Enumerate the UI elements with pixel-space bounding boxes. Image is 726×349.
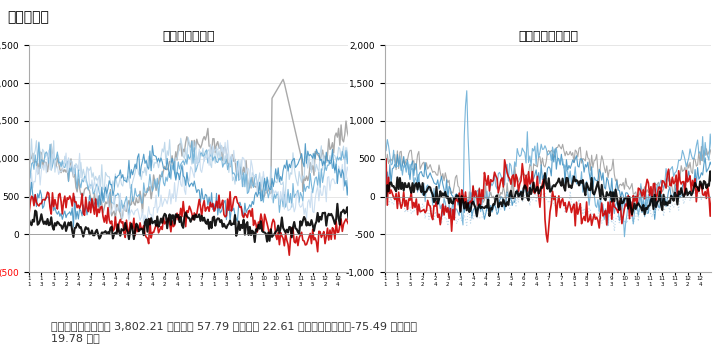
Title: 华东螺纹电炉利润: 华东螺纹电炉利润 <box>518 30 578 43</box>
Title: 螺纹钢高炉利润: 螺纹钢高炉利润 <box>163 30 215 43</box>
Text: 螺纹钢利润: 螺纹钢利润 <box>7 10 49 24</box>
Text: 螺纹钢高炉即期成本 3,802.21 元，利润 57.79 元，环比 22.61 元；电炉平电利润-75.49 元，环比
19.78 元。: 螺纹钢高炉即期成本 3,802.21 元，利润 57.79 元，环比 22.61… <box>51 321 417 343</box>
